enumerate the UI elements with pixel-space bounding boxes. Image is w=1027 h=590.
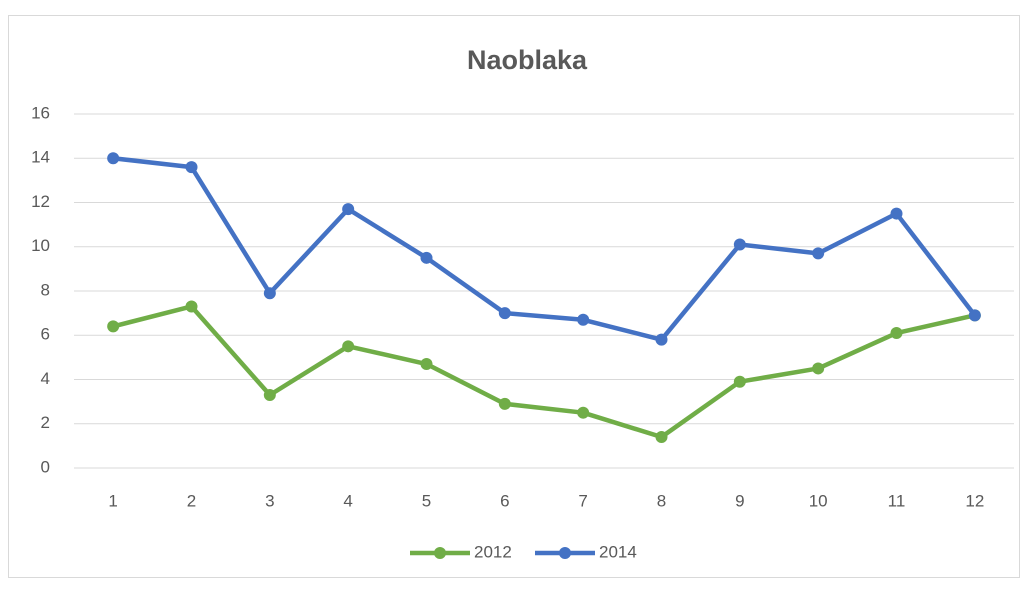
chart-title: Naoblaka [467,45,588,75]
y-tick-label: 14 [31,148,50,167]
y-tick-label: 2 [41,413,50,432]
y-tick-label: 16 [31,103,50,122]
data-point [890,207,903,220]
data-point [420,358,433,371]
y-tick-label: 0 [41,457,50,476]
series-line [112,156,977,342]
legend-label: 2014 [599,542,637,561]
x-tick-label: 1 [108,491,117,510]
y-tick-label: 4 [41,369,50,388]
data-point [577,313,590,326]
data-point [733,375,746,388]
x-tick-label: 2 [187,491,196,510]
y-tick-label: 8 [41,280,50,299]
data-point [812,362,825,375]
data-point [342,203,355,216]
chart-border [8,15,1020,578]
data-point [185,161,198,174]
data-point [577,406,590,419]
data-point [968,309,981,322]
y-tick-label: 12 [31,192,50,211]
data-point [263,287,276,300]
y-tick-label: 10 [31,236,50,255]
data-point [185,300,198,313]
data-point [655,333,668,346]
x-tick-label: 7 [578,491,587,510]
data-point [498,307,511,320]
data-point [812,247,825,260]
x-tick-label: 4 [343,491,352,510]
data-point [655,431,668,444]
legend-marker [434,547,446,559]
x-tick-label: 9 [735,491,744,510]
data-point [420,251,433,264]
x-tick-label: 10 [809,491,828,510]
x-tick-label: 8 [657,491,666,510]
x-tick-label: 11 [888,491,906,510]
x-tick-label: 3 [265,491,274,510]
x-tick-label: 5 [422,491,431,510]
data-point [733,238,746,251]
y-tick-label: 6 [41,325,50,344]
legend-marker [559,547,571,559]
legend-label: 2012 [474,542,512,561]
series-line [112,304,976,440]
data-point [890,327,903,340]
data-point [498,397,511,410]
data-point [263,388,276,401]
data-point [107,320,120,333]
x-tick-label: 12 [965,491,984,510]
x-tick-label: 6 [500,491,509,510]
data-point [342,340,355,353]
data-point [107,152,120,165]
